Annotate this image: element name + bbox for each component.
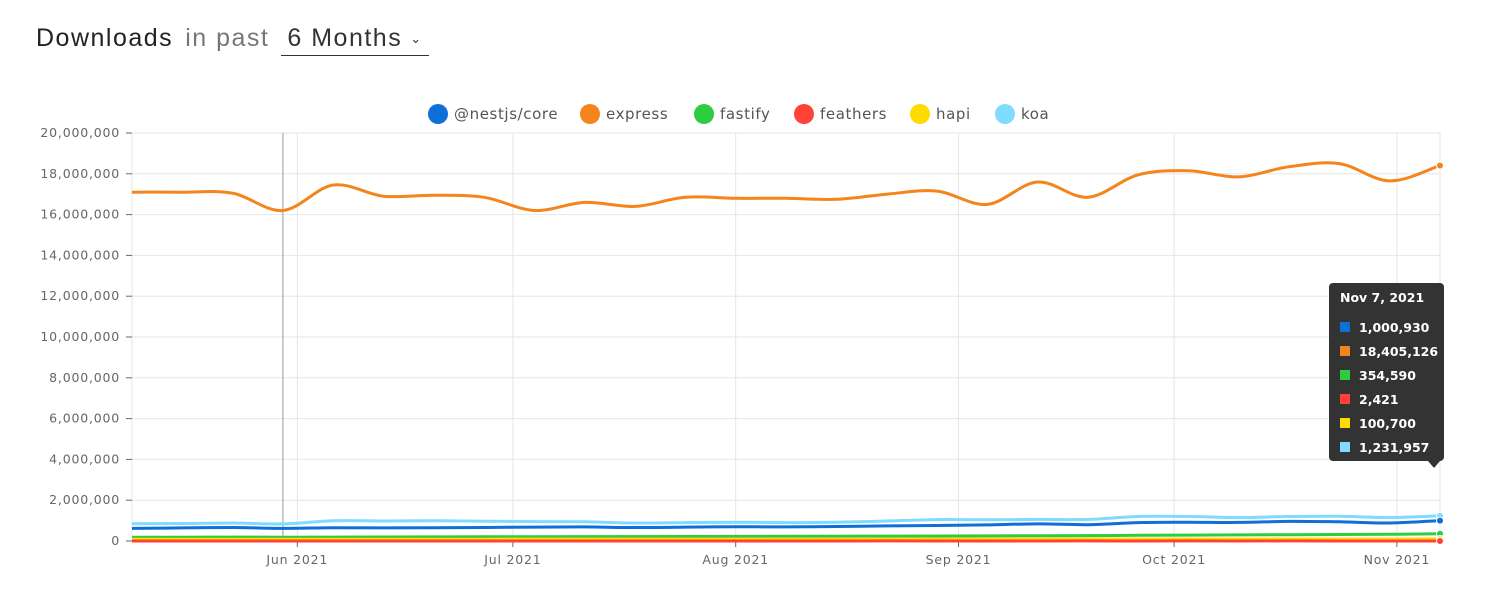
end-point-express [1436,161,1444,170]
x-tick-label: Jun 2021 [265,552,328,567]
legend-item-feathers: feathers [794,104,887,124]
tooltip-row: 1,000,930 [1340,315,1444,339]
y-tick-label: 10,000,000 [40,329,120,344]
end-point-feathers [1436,536,1444,545]
x-tick-label: Aug 2021 [702,552,769,567]
tooltip-swatch [1340,322,1350,332]
y-tick-label: 4,000,000 [49,451,120,466]
y-tick-label: 12,000,000 [40,288,120,303]
tooltip-swatch [1340,370,1350,380]
legend-swatch [428,104,448,124]
tooltip-swatch [1340,442,1350,452]
legend-label: koa [1021,105,1049,123]
tooltip-value: 354,590 [1359,367,1416,383]
y-tick-label: 20,000,000 [40,125,120,140]
legend-swatch [694,104,714,124]
period-select-value: 6 Months [287,24,403,52]
tooltip-swatch [1340,418,1350,428]
y-tick-label: 18,000,000 [40,166,120,181]
legend-item-fastify: fastify [694,104,770,124]
tooltip-value: 1,000,930 [1359,319,1430,335]
tooltip-row: 1,231,957 [1340,435,1444,459]
x-axis: Jun 2021 Jul 2021 Aug 2021 Sep 2021 Oct 2021… [132,540,1440,567]
y-tick-label: 8,000,000 [49,370,120,385]
x-tick-label: Oct 2021 [1142,552,1206,567]
series-line-nestjs-core [131,519,1441,530]
y-axis: 0 2,000,000 4,000,000 6,000,000 8,000,000 10,… [40,125,132,548]
period-select[interactable]: 6 Months ⌄ [281,24,429,56]
x-tick-label: Nov 2021 [1364,552,1431,567]
x-tick-label: Sep 2021 [926,552,992,567]
chart-grid [131,132,1441,542]
y-tick-label: 6,000,000 [49,411,120,426]
tooltip-swatch [1340,394,1350,404]
series-line-koa [131,514,1441,526]
y-tick-label: 2,000,000 [49,492,120,507]
legend-item-hapi: hapi [910,104,971,124]
tooltip-value: 18,405,126 [1359,343,1439,359]
legend-swatch [995,104,1015,124]
series-line-express [131,161,1441,213]
tooltip-row: 2,421 [1340,387,1444,411]
y-tick-label: 16,000,000 [40,207,120,222]
tooltip-row: 18,405,126 [1340,339,1444,363]
tooltip-value: 100,700 [1359,415,1416,431]
legend-label: hapi [936,105,971,123]
tooltip-date: Nov 7, 2021 [1340,290,1425,305]
tooltip-swatch [1340,346,1350,356]
chart-legend: @nestjs/core express fastify feathers hapi ko… [428,104,1049,124]
chevron-down-icon: ⌄ [410,31,423,46]
legend-item-koa: koa [995,104,1049,124]
chart-series [131,161,1441,543]
legend-item-express: express [580,104,668,124]
y-tick-label: 0 [111,533,120,548]
legend-swatch [910,104,930,124]
legend-item-nestjs-core: @nestjs/core [428,104,558,124]
tooltip-row: 100,700 [1340,411,1444,435]
series-end-points [1436,161,1444,545]
legend-label: fastify [720,105,770,123]
end-point-nestjs-core [1436,516,1444,525]
legend-swatch [580,104,600,124]
tooltip-value: 1,231,957 [1359,439,1430,455]
downloads-header: Downloads in past 6 Months ⌄ [36,24,429,56]
x-tick-label: Jul 2021 [483,552,541,567]
legend-label: feathers [820,105,887,123]
downloads-title: Downloads [36,24,174,52]
legend-swatch [794,104,814,124]
in-past-label: in past [185,24,270,52]
tooltip-row: 354,590 [1340,363,1444,387]
legend-label: @nestjs/core [454,105,558,123]
y-tick-label: 14,000,000 [40,247,120,262]
legend-label: express [606,105,668,123]
tooltip-value: 2,421 [1359,391,1399,407]
series-line-fastify [131,532,1441,539]
chart-tooltip: Nov 7, 2021 1,000,930 18,405,126 354,590 2,… [1329,283,1444,468]
